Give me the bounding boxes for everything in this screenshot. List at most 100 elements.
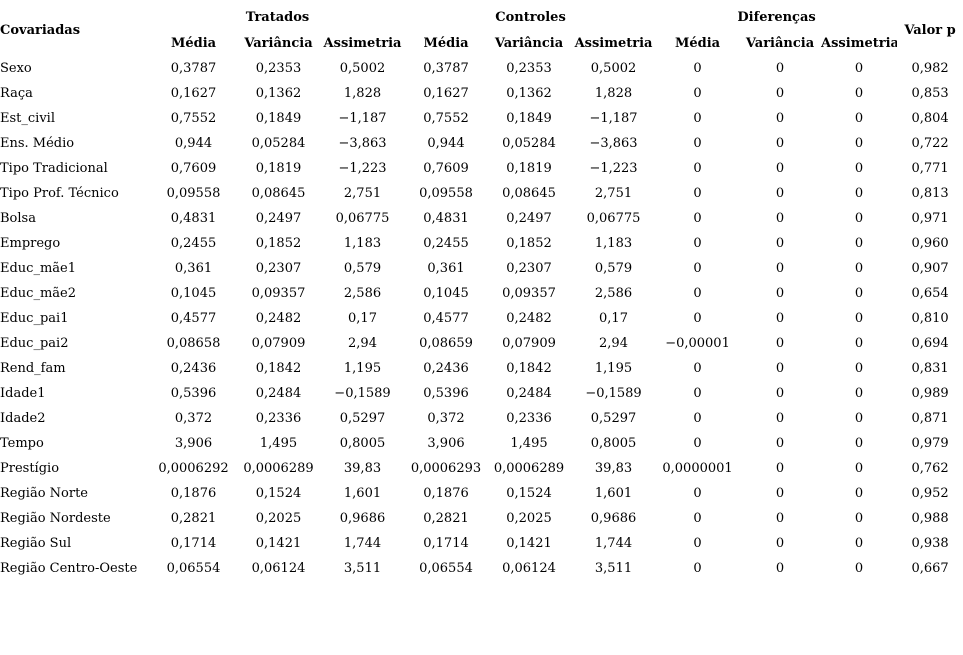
cell-value: 0,1852 [506,236,552,251]
cell-value: −3,863 [338,136,387,151]
cell-value: 0,4577 [423,311,469,326]
cell-value: 0 [775,311,785,326]
cell-value: 0 [854,386,864,401]
cell-value: 0,09357 [502,286,556,301]
cell-value: 0,5396 [423,386,469,401]
cell-value: 0 [693,561,702,576]
cell-value: 0,9686 [590,511,637,526]
cell-value: 0,1714 [170,536,217,551]
covariate-name: Idade2 [0,411,46,426]
table-header: Covariadas Tratados Controles Diferenças… [0,4,963,56]
cell-value: 0,952 [911,486,949,501]
cell-value: 0,694 [911,336,949,351]
table-row: Educ_mãe2 0,1045 0,09357 2,586 0,1045 0,09357… [0,281,963,306]
cell-value: 0,579 [594,261,633,276]
cell-value: 0,2821 [170,511,217,526]
cell-value: 0,944 [427,136,465,151]
cell-value: 0 [854,186,864,201]
cell-value: 0,4577 [170,311,217,326]
cell-value: 0,361 [174,261,213,276]
cell-value: 1,195 [594,361,633,376]
cell-value: 0,372 [174,411,213,426]
cell-value: 0,05284 [251,136,306,151]
cell-value: 3,511 [594,561,633,576]
cell-value: 0 [775,286,785,301]
subheader-controles-assimetria: Assimetria [574,35,653,51]
cell-value: 0,2307 [255,261,302,276]
cell-value: 0 [775,111,785,126]
table-row: Sexo 0,3787 0,2353 0,5002 0,3787 0,2353 0,5002… [0,56,963,81]
cell-value: 0,2025 [255,511,302,526]
cell-value: 0,8005 [339,436,386,451]
cell-value: 1,495 [510,436,548,451]
cell-value: 0,1362 [255,86,302,101]
cell-value: 0,08658 [166,336,221,351]
cell-value: 0,1852 [255,236,302,251]
cell-value: −0,00001 [665,336,730,351]
cell-value: 0,5297 [590,411,637,426]
table-row: Bolsa 0,4831 0,2497 0,06775 0,4831 0,2497 0,06… [0,206,963,231]
subheader-tratados-assimetria: Assimetria [323,35,402,51]
cell-value: 0,804 [911,111,949,126]
table-row: Região Nordeste 0,2821 0,2025 0,9686 0,2821 0… [0,506,963,531]
cell-value: −3,863 [589,136,638,151]
cell-value: 0,960 [911,236,949,251]
cell-value: 0,722 [911,136,949,151]
cell-value: 2,586 [343,286,382,301]
cell-value: 0,17 [348,311,377,326]
cell-value: 0,2484 [255,386,302,401]
column-header-covariadas: Covariadas [0,22,81,38]
cell-value: 0,1876 [170,486,217,501]
cell-value: 0,2484 [506,386,552,401]
cell-value: 0,5002 [590,61,637,76]
cell-value: 0,0006289 [493,461,565,476]
cell-value: 0,0006292 [158,461,229,476]
cell-value: 0,2455 [170,236,217,251]
cell-value: 0,979 [911,436,949,451]
cell-value: −0,1589 [585,386,642,401]
cell-value: 0,0006289 [243,461,314,476]
table-row: Educ_mãe1 0,361 0,2307 0,579 0,361 0,2307 0,57… [0,256,963,281]
cell-value: 0 [854,86,864,101]
cell-value: 2,94 [599,336,628,351]
cell-value: 0,4831 [423,211,469,226]
cell-value: 0,08659 [419,336,473,351]
cell-value: 0 [693,136,702,151]
cell-value: 1,183 [594,236,633,251]
cell-value: 0,06124 [251,561,306,576]
cell-value: 1,744 [343,536,382,551]
cell-value: 0,831 [911,361,949,376]
table-row: Prestígio 0,0006292 0,0006289 39,83 0,000629… [0,456,963,481]
cell-value: −1,187 [338,111,387,126]
cell-value: 0 [854,161,864,176]
cell-value: 0 [854,286,864,301]
cell-value: 0 [693,86,702,101]
cell-value: 0,2353 [255,61,302,76]
subheader-diferencas-assimetria: Assimetria [821,35,898,51]
cell-value: 0,2436 [423,361,469,376]
cell-value: 0,1524 [255,486,302,501]
cell-value: 0,0006293 [410,461,482,476]
cell-value: 0 [693,361,702,376]
cell-value: 0,3787 [423,61,469,76]
cell-value: 0,988 [911,511,949,526]
cell-value: 0 [775,161,785,176]
column-header-valor-p: Valor p [904,22,956,38]
cell-value: 0 [693,186,702,201]
cell-value: 0 [854,561,864,576]
table-row: Idade2 0,372 0,2336 0,5297 0,372 0,2336 0,5297… [0,406,963,431]
table-row: Educ_pai1 0,4577 0,2482 0,17 0,4577 0,2482 0,1… [0,306,963,331]
cell-value: 39,83 [594,461,633,476]
covariate-name: Tipo Tradicional [0,161,108,176]
header-row-subcolumns: Média Variância Assimetria Média Variânc… [0,30,963,56]
covariate-name: Emprego [0,236,61,251]
cell-value: 0,09357 [251,286,306,301]
cell-value: 0,2482 [255,311,302,326]
cell-value: 0,7552 [423,111,469,126]
cell-value: 0 [693,536,702,551]
cell-value: 0,1876 [423,486,469,501]
table-row: Est_civil 0,7552 0,1849 −1,187 0,7552 0,1849 −… [0,106,963,131]
cell-value: 0,938 [911,536,949,551]
cell-value: 0 [775,536,785,551]
cell-value: 0 [854,511,864,526]
